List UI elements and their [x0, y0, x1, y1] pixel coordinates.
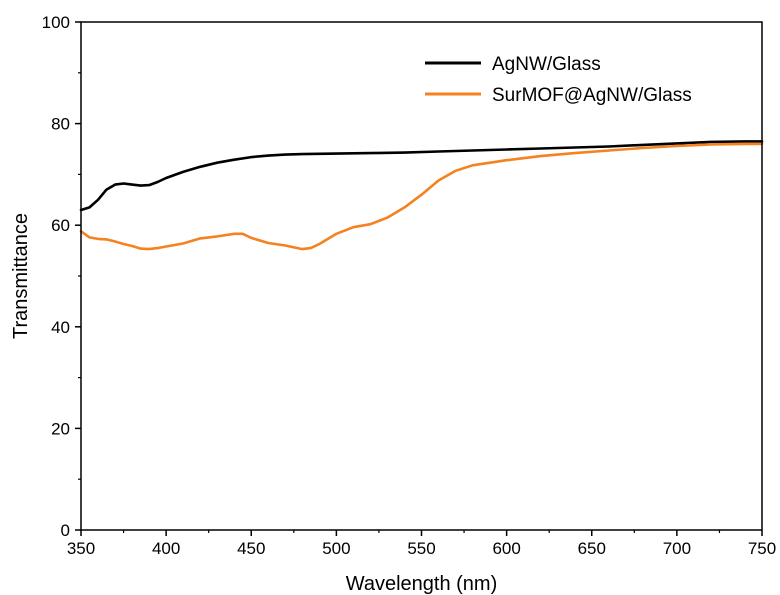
x-tick-label: 600 [492, 539, 520, 558]
x-tick-label: 700 [663, 539, 691, 558]
x-tick-label: 450 [237, 539, 265, 558]
series-line-0 [79, 140, 764, 212]
y-tick-label: 80 [51, 115, 70, 134]
y-tick-label: 20 [51, 419, 70, 438]
x-tick-label: 350 [67, 539, 95, 558]
series-layer [79, 140, 764, 251]
y-axis-title: Transmittance [10, 213, 32, 339]
legend-label-agnw-glass: AgNW/Glass [492, 54, 601, 75]
x-tick-label: 650 [578, 539, 606, 558]
legend: AgNW/Glass SurMOF@AgNW/Glass [425, 54, 692, 106]
x-tick-label: 400 [152, 539, 180, 558]
x-tick-label: 500 [322, 539, 350, 558]
legend-label-surmof-agnw-glass: SurMOF@AgNW/Glass [492, 85, 692, 106]
y-tick-label: 40 [51, 318, 70, 337]
y-tick-label: 60 [51, 216, 70, 235]
x-axis-title: Wavelength (nm) [346, 573, 498, 595]
series-line-1 [79, 142, 764, 251]
ticks-layer: 350 400 450 500 550 600 650 700 750 0 20 40 60 80 100 [42, 13, 777, 558]
y-tick-label: 0 [61, 521, 70, 540]
x-tick-label: 750 [748, 539, 776, 558]
x-tick-label: 550 [407, 539, 435, 558]
y-tick-label: 100 [42, 13, 70, 32]
